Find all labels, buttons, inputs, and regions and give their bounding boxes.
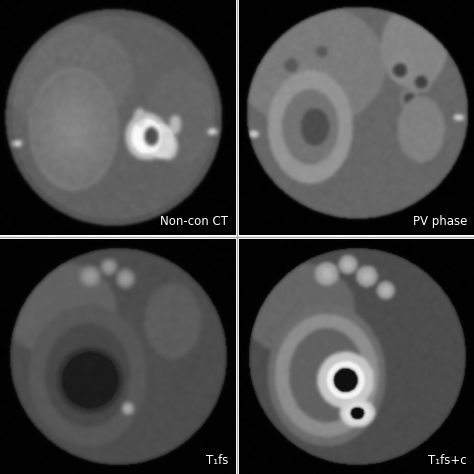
Text: T₁fs: T₁fs — [206, 454, 228, 467]
Text: PV phase: PV phase — [412, 215, 467, 228]
Text: T₁fs+c: T₁fs+c — [428, 454, 467, 467]
Text: Non-con CT: Non-con CT — [160, 215, 228, 228]
